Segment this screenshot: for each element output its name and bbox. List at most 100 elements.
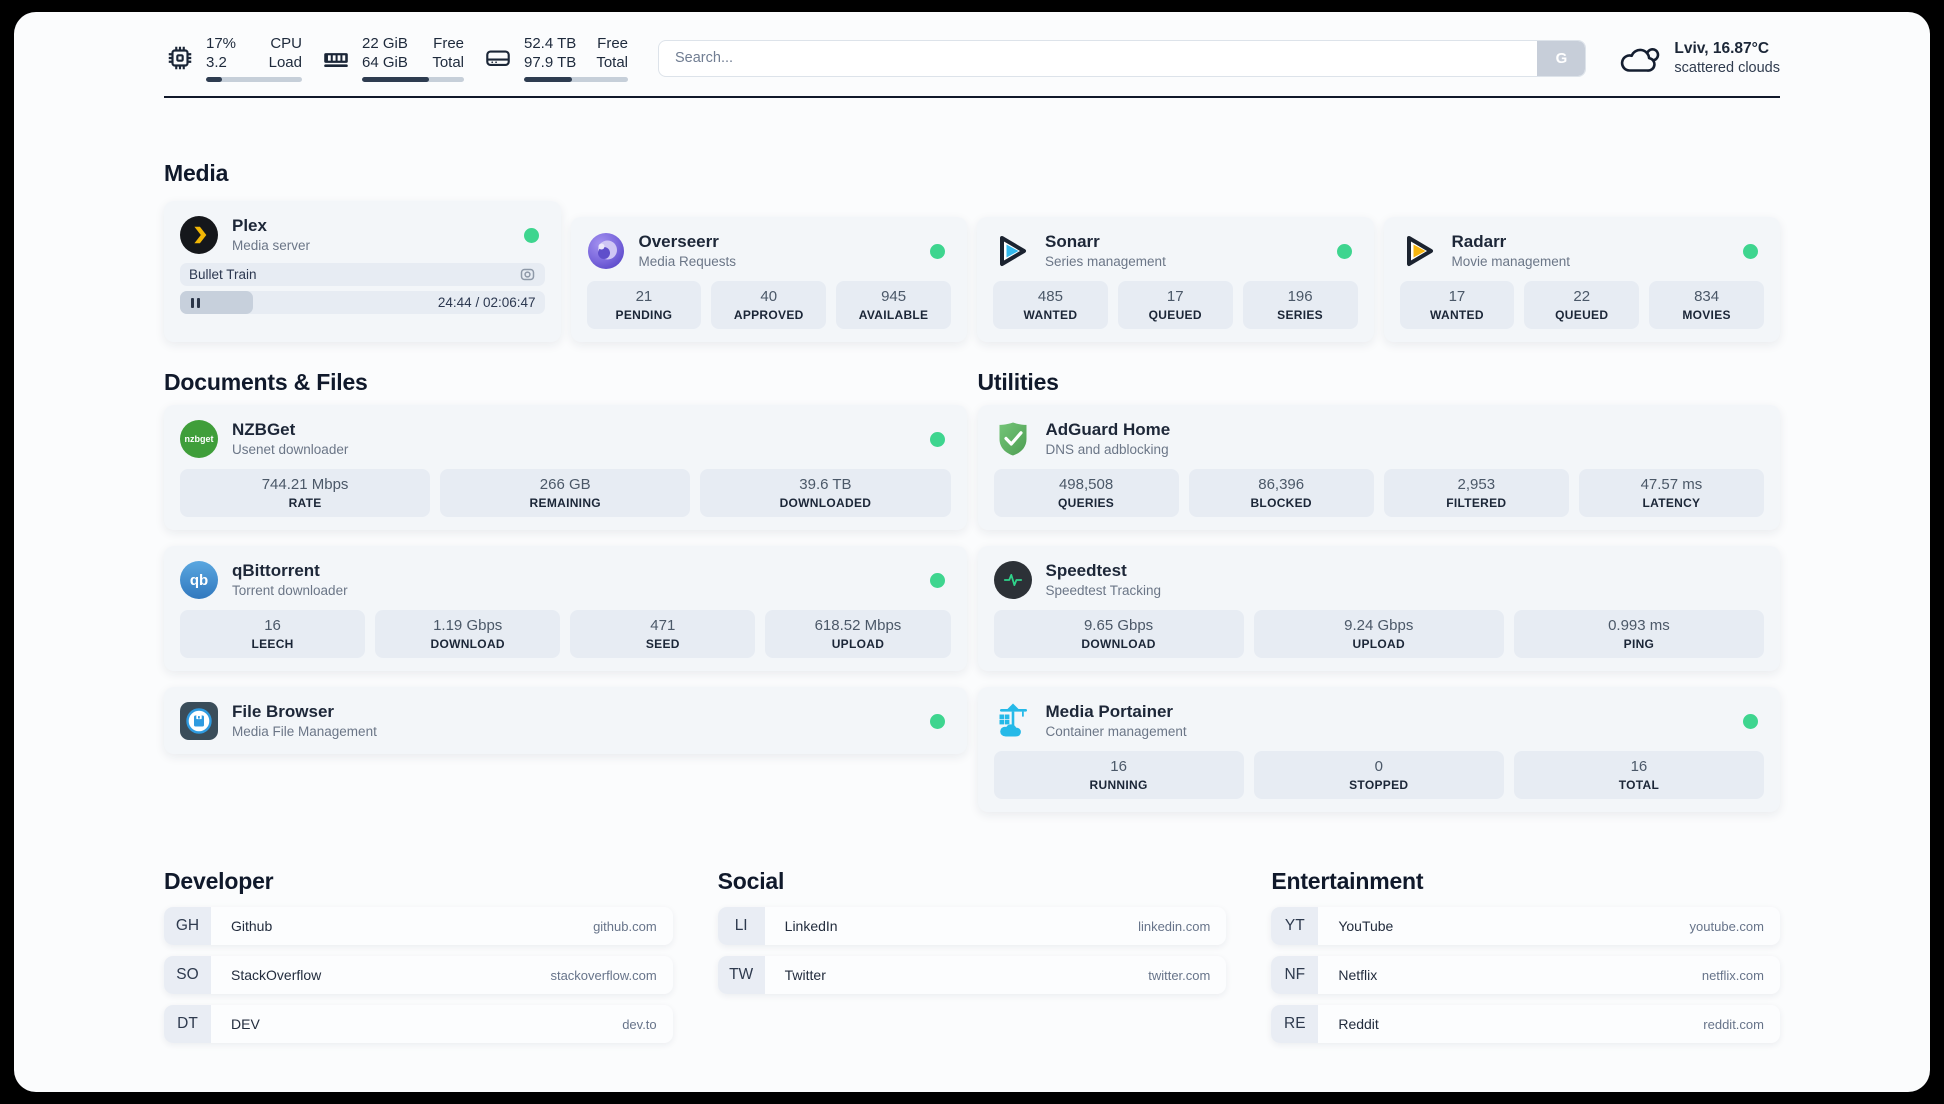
service-card-radarr[interactable]: Radarr Movie management 17 WANTED 22 QUE… bbox=[1383, 217, 1780, 342]
service-description: DNS and adblocking bbox=[1045, 442, 1169, 457]
section-heading-media: Media bbox=[164, 160, 229, 186]
service-description: Series management bbox=[1045, 254, 1166, 269]
disk-total-value: 97.9 TB bbox=[524, 54, 577, 71]
memory-monitor: 22 GiB Free 64 GiB Total bbox=[320, 34, 464, 82]
service-card-nzbget[interactable]: nzbget NZBGet Usenet downloader 744.21 M… bbox=[164, 405, 967, 530]
speedtest-icon bbox=[993, 561, 1032, 599]
status-online-dot bbox=[929, 572, 945, 588]
bookmark-url: reddit.com bbox=[1703, 1016, 1764, 1032]
now-playing-title: Bullet Train bbox=[189, 267, 257, 282]
service-name: NZBGet bbox=[232, 420, 296, 439]
cpu-usage-value: 17% bbox=[206, 35, 237, 52]
cpu-chip-icon bbox=[164, 42, 196, 74]
service-description: Movie management bbox=[1451, 254, 1571, 269]
stat-pending: 21 PENDING bbox=[586, 281, 702, 329]
service-name: Overseerr bbox=[638, 232, 719, 251]
google-search-button[interactable]: G bbox=[1537, 40, 1586, 76]
search-input[interactable] bbox=[659, 40, 1538, 76]
memory-total-value: 64 GiB bbox=[362, 54, 408, 71]
stat-rate: 744.21 Mbps RATE bbox=[180, 469, 431, 517]
bookmark-url: dev.to bbox=[622, 1016, 657, 1032]
radarr-icon bbox=[1400, 232, 1438, 270]
cpu-progress-bar bbox=[206, 77, 302, 82]
stat-running: 16 RUNNING bbox=[993, 751, 1244, 799]
weather-condition: scattered clouds bbox=[1674, 59, 1780, 76]
disk-progress-bar bbox=[524, 77, 628, 82]
bookmark-url: linkedin.com bbox=[1138, 918, 1211, 934]
bookmark-name: DEV bbox=[231, 1016, 260, 1032]
stat-ping: 0.993 ms PING bbox=[1513, 610, 1764, 658]
stat-series: 196 SERIES bbox=[1242, 281, 1358, 329]
bookmark-abbr: DT bbox=[164, 1005, 211, 1043]
bookmark-abbr: LI bbox=[717, 907, 765, 945]
service-description: Media server bbox=[232, 238, 311, 253]
playback-progress-row: 24:44 / 02:06:47 bbox=[180, 291, 545, 314]
overseerr-icon bbox=[587, 232, 625, 270]
scattered-clouds-icon bbox=[1616, 38, 1662, 78]
service-name: Radarr bbox=[1451, 232, 1507, 251]
stat-upload: 9.24 Gbps UPLOAD bbox=[1253, 610, 1504, 658]
service-name: AdGuard Home bbox=[1045, 420, 1171, 439]
cpu-monitor: 17% CPU 3.2 Load bbox=[164, 34, 302, 82]
service-card-filebrowser[interactable]: File Browser Media File Management bbox=[164, 687, 967, 754]
section-heading-documents: Documents & Files bbox=[164, 369, 368, 395]
section-heading-entertainment: Entertainment bbox=[1271, 868, 1424, 894]
service-description: Usenet downloader bbox=[232, 442, 349, 457]
weather-widget: Lviv, 16.87°C scattered clouds bbox=[1616, 38, 1780, 78]
playback-time: 24:44 / 02:06:47 bbox=[437, 295, 536, 310]
service-name: qBittorrent bbox=[232, 561, 320, 580]
stat-available: 945 AVAILABLE bbox=[836, 281, 951, 329]
section-heading-utilities: Utilities bbox=[977, 369, 1059, 395]
bookmark-url: netflix.com bbox=[1701, 967, 1764, 983]
hard-drive-icon bbox=[482, 42, 514, 74]
now-playing-title-row: Bullet Train bbox=[180, 263, 545, 286]
bookmark-name: LinkedIn bbox=[784, 918, 838, 934]
section-heading-social: Social bbox=[717, 868, 785, 894]
bookmark-url: github.com bbox=[593, 918, 657, 934]
bookmark-abbr: RE bbox=[1271, 1005, 1319, 1043]
bookmark-stackoverflow[interactable]: SO StackOverflow stackoverflow.com bbox=[164, 956, 673, 994]
service-name: Plex bbox=[232, 216, 267, 235]
stat-filtered: 2,953 FILTERED bbox=[1383, 469, 1569, 517]
bookmark-abbr: SO bbox=[164, 956, 211, 994]
service-description: Media Requests bbox=[638, 254, 737, 269]
disk-monitor: 52.4 TB Free 97.9 TB Total bbox=[482, 34, 628, 82]
status-online-dot bbox=[930, 243, 945, 259]
service-card-speedtest[interactable]: Speedtest Speedtest Tracking 9.65 Gbps D… bbox=[977, 546, 1780, 671]
bookmark-reddit[interactable]: RE Reddit reddit.com bbox=[1271, 1005, 1780, 1043]
sonarr-icon bbox=[993, 232, 1031, 270]
adguard-icon bbox=[994, 420, 1032, 458]
bookmark-group-entertainment: Entertainment YT YouTube youtube.com NF … bbox=[1271, 868, 1780, 1043]
bookmark-youtube[interactable]: YT YouTube youtube.com bbox=[1271, 907, 1780, 945]
bookmark-dev[interactable]: DT DEV dev.to bbox=[164, 1005, 673, 1043]
bookmark-linkedin[interactable]: LI LinkedIn linkedin.com bbox=[717, 907, 1227, 945]
status-online-dot bbox=[929, 431, 945, 447]
service-card-qbittorrent[interactable]: qb qBittorrent Torrent downloader 16 LEE… bbox=[164, 546, 967, 671]
bookmark-twitter[interactable]: TW Twitter twitter.com bbox=[717, 956, 1227, 994]
portainer-icon bbox=[994, 702, 1032, 740]
service-card-plex[interactable]: Plex Media server Bullet Train 24:44 / 0… bbox=[164, 201, 561, 342]
bookmark-group-developer: Developer GH Github github.com SO StackO… bbox=[164, 868, 673, 1043]
stat-queries: 498,508 QUERIES bbox=[993, 469, 1179, 517]
pause-icon bbox=[191, 297, 200, 308]
bookmark-abbr: GH bbox=[164, 907, 211, 945]
bookmark-github[interactable]: GH Github github.com bbox=[164, 907, 673, 945]
service-card-sonarr[interactable]: Sonarr Series management 485 WANTED 17 Q… bbox=[977, 217, 1374, 342]
service-card-adguard[interactable]: AdGuard Home DNS and adblocking 498,508 … bbox=[977, 405, 1780, 530]
service-card-overseerr[interactable]: Overseerr Media Requests 21 PENDING 40 A… bbox=[570, 217, 967, 342]
bookmark-name: Netflix bbox=[1338, 967, 1378, 983]
cpu-load-value: 3.2 bbox=[206, 54, 227, 71]
stat-remaining: 266 GB REMAINING bbox=[440, 469, 691, 517]
status-online-dot bbox=[929, 713, 945, 729]
stat-download: 9.65 Gbps DOWNLOAD bbox=[993, 610, 1244, 658]
media-cards-row: Plex Media server Bullet Train 24:44 / 0… bbox=[164, 201, 1780, 342]
status-online-dot bbox=[523, 227, 539, 243]
bookmark-name: Github bbox=[231, 918, 273, 934]
service-description: Torrent downloader bbox=[232, 583, 348, 598]
service-description: Media File Management bbox=[232, 724, 377, 739]
disk-free-label: Free bbox=[597, 35, 628, 52]
bookmark-netflix[interactable]: NF Netflix netflix.com bbox=[1271, 956, 1780, 994]
service-name: Speedtest bbox=[1045, 561, 1127, 580]
service-card-portainer[interactable]: Media Portainer Container management 16 … bbox=[977, 687, 1780, 812]
stat-download: 1.19 Gbps DOWNLOAD bbox=[375, 610, 561, 658]
